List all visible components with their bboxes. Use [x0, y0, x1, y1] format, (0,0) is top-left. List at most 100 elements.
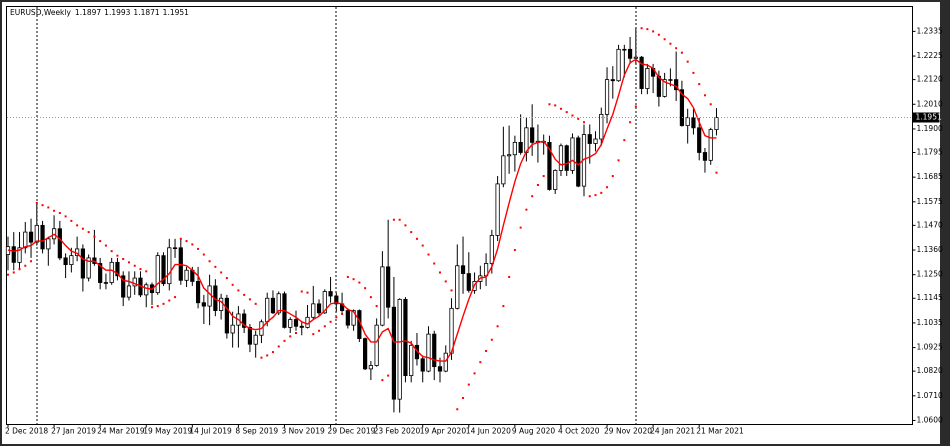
sar-dot: [277, 345, 280, 348]
candle-body: [530, 127, 535, 143]
sar-dot: [669, 42, 672, 45]
candle-body: [386, 266, 391, 308]
sar-dot: [300, 290, 303, 293]
last-open: 1.1897: [75, 8, 101, 17]
candle-body: [702, 152, 708, 161]
sar-dot: [559, 107, 562, 110]
sar-dot: [110, 250, 113, 253]
candle-body: [103, 282, 109, 284]
candle-body: [627, 48, 633, 59]
sar-dot: [174, 296, 177, 299]
candle-body: [195, 281, 201, 304]
sar-dot: [214, 265, 217, 268]
sar-dot: [398, 218, 401, 221]
sar-dot: [583, 121, 585, 124]
current-price-box: [912, 112, 940, 123]
sar-dot: [156, 305, 159, 308]
sar-dot: [496, 325, 499, 328]
candle-body: [587, 134, 592, 144]
candle-body: [679, 89, 685, 126]
sar-dot: [30, 260, 33, 263]
sar-dot: [657, 33, 660, 36]
candle-body: [455, 265, 460, 309]
sar-dot: [220, 271, 223, 274]
sar-dot: [145, 270, 148, 273]
sar-dot: [87, 231, 90, 234]
sar-dot: [525, 208, 528, 211]
candle-body: [172, 247, 178, 249]
candle-body: [489, 235, 494, 264]
sar-dot: [703, 94, 706, 97]
candle-body: [144, 284, 149, 296]
sar-dot: [450, 289, 453, 292]
sar-dot: [467, 383, 470, 386]
x-tick-label: 29 Dec 2019: [328, 427, 376, 436]
x-tick-label: 8 Sep 2019: [235, 427, 278, 436]
y-tick-label: 1.2335: [917, 26, 943, 35]
chart-title: EURUSD,Weekly 1.1897 1.1993 1.1871 1.1951: [10, 8, 189, 17]
moving-average: [7, 58, 717, 362]
sar-dot: [116, 254, 119, 257]
sar-dot: [508, 275, 511, 278]
sar-dot: [254, 302, 257, 305]
sar-dot: [542, 175, 545, 178]
sar-dot: [462, 397, 465, 400]
candle-body: [616, 48, 621, 82]
x-tick-label: 9 Aug 2020: [512, 427, 555, 436]
sar-dot: [202, 253, 205, 256]
candle-body: [409, 344, 414, 377]
x-tick-label: 4 Oct 2020: [558, 427, 600, 436]
candle-body: [633, 56, 638, 59]
last-close: 1.1951: [163, 8, 189, 17]
sar-dot: [76, 224, 79, 227]
sar-dot: [289, 335, 292, 338]
candle-body: [299, 325, 304, 328]
y-tick-label: 1.1900: [917, 124, 943, 133]
candle-body: [46, 238, 51, 250]
sar-dot: [646, 28, 649, 31]
sar-dot: [122, 258, 125, 261]
last-high: 1.1993: [104, 8, 130, 17]
candle-body: [495, 183, 500, 236]
y-tick-label: 1.1035: [917, 318, 943, 327]
x-tick-label: 19 May 2019: [143, 427, 192, 436]
sar-dot: [231, 283, 234, 286]
sar-dot: [139, 268, 142, 271]
sar-dot: [554, 104, 557, 107]
sar-dot: [415, 237, 418, 240]
candle-body: [288, 319, 293, 328]
sar-dot: [243, 293, 246, 296]
x-tick-label: 24 Jan 2021: [650, 427, 695, 436]
candle-body: [322, 291, 327, 314]
sar-dot: [237, 289, 240, 292]
x-tick-label: 14 Jul 2019: [189, 427, 232, 436]
last-low: 1.1871: [133, 8, 159, 17]
sar-dot: [634, 105, 637, 108]
x-tick-label: 19 Apr 2020: [420, 427, 467, 436]
sar-dot: [433, 262, 436, 265]
candle-body: [28, 231, 34, 243]
candle-body: [368, 365, 373, 370]
sar-dot: [640, 27, 643, 30]
sar-dot: [709, 103, 712, 106]
sar-dot: [127, 261, 130, 264]
candle-body: [11, 246, 16, 263]
candle-body: [316, 303, 322, 314]
sar-dot: [513, 249, 516, 252]
chart-background: [2, 2, 940, 444]
sar-dot: [531, 195, 534, 198]
sar-dot: [323, 325, 326, 328]
sar-dot: [439, 271, 441, 274]
sar-dot: [185, 240, 188, 243]
candle-body: [432, 333, 437, 368]
sar-dot: [179, 237, 182, 240]
candle-body: [247, 327, 253, 345]
candle-body: [242, 313, 247, 328]
y-tick-label: 1.1470: [917, 220, 943, 229]
sar-dot: [318, 329, 321, 332]
sar-dot: [404, 224, 407, 227]
sar-dot: [358, 281, 361, 284]
sar-dot: [53, 209, 56, 212]
